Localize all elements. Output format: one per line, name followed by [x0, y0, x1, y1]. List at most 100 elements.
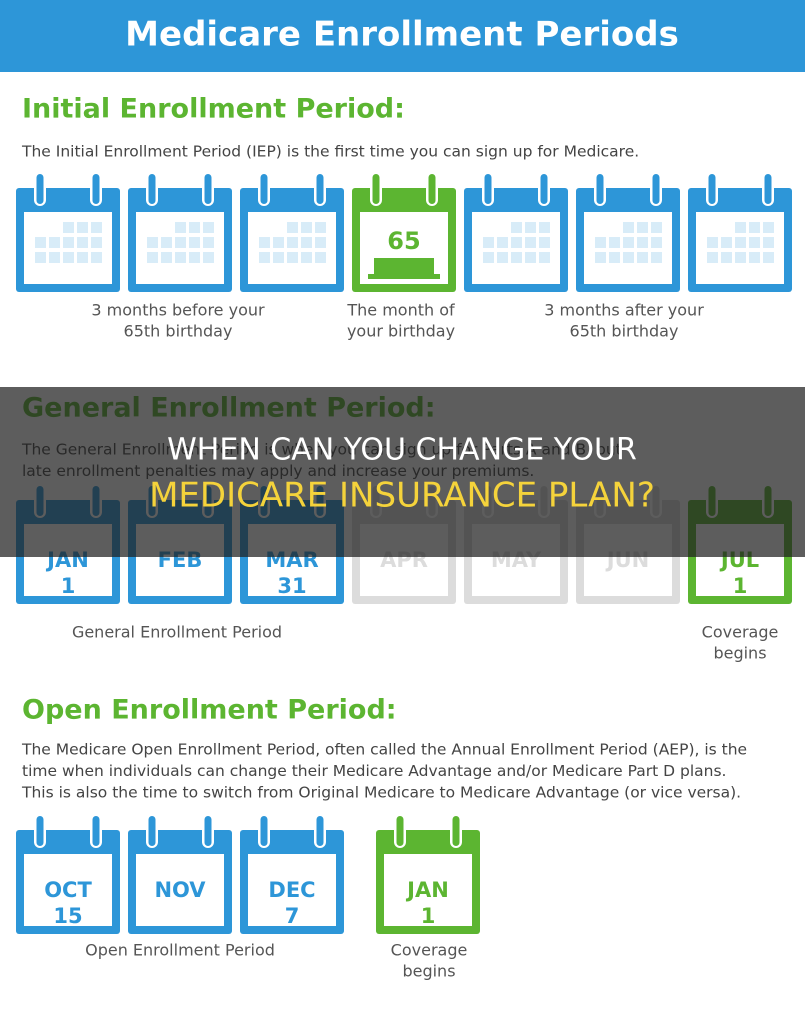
calendar-cell	[147, 237, 158, 248]
calendar-cell	[609, 237, 620, 248]
calendar-cell	[287, 237, 298, 248]
calendar-cell	[539, 252, 550, 263]
calendar-month: OCT	[44, 878, 92, 902]
content: Initial Enrollment Period: The Initial En…	[16, 94, 792, 981]
calendar-cell	[147, 252, 158, 263]
calendar-cell	[651, 222, 662, 233]
calendar-cell	[595, 237, 606, 248]
calendar-cell	[623, 222, 634, 233]
calendar-cell	[161, 252, 172, 263]
calendar-cell	[203, 252, 214, 263]
calendar-caption: begins	[402, 962, 455, 981]
calendar-caption: Open Enrollment Period	[85, 941, 275, 960]
calendar-cell	[63, 252, 74, 263]
calendar-page	[248, 854, 336, 926]
calendar-ring	[428, 174, 436, 204]
calendar-month: NOV	[154, 878, 206, 902]
calendar-day: 15	[53, 904, 82, 928]
calendar-cell	[35, 237, 46, 248]
calendar-caption: Coverage	[391, 941, 468, 960]
calendar-cell	[525, 222, 536, 233]
calendar-cell	[763, 222, 774, 233]
cake	[368, 274, 440, 279]
calendar-ring	[36, 174, 44, 204]
calendar-caption: 65th birthday	[124, 322, 233, 341]
calendar-ring	[708, 174, 716, 204]
calendar-cell	[651, 237, 662, 248]
banner-line: MEDICARE INSURANCE PLAN?	[149, 476, 655, 516]
calendar-ring	[316, 174, 324, 204]
calendar-day: 31	[277, 574, 306, 598]
calendar-caption: General Enrollment Period	[72, 623, 282, 642]
calendar-cell	[91, 222, 102, 233]
calendar-cell	[189, 237, 200, 248]
calendar-cell	[497, 237, 508, 248]
calendar-cell	[91, 237, 102, 248]
cake	[374, 258, 434, 274]
calendar-cell	[287, 252, 298, 263]
calendar-cell	[315, 222, 326, 233]
section: Open Enrollment Period: The Medicare Open…	[16, 695, 747, 981]
calendar-ring	[36, 816, 44, 846]
calendar-ring	[204, 816, 212, 846]
calendar-ring	[316, 816, 324, 846]
calendar-cell	[483, 252, 494, 263]
calendar-cell	[189, 222, 200, 233]
calendar-caption: The month of	[346, 301, 455, 320]
calendar-page	[136, 854, 224, 926]
calendar-cell	[511, 237, 522, 248]
calendar-cell	[511, 252, 522, 263]
calendar-label: 65	[387, 227, 420, 255]
calendar-caption: 3 months after your	[544, 301, 704, 320]
calendar-day: 1	[421, 904, 436, 928]
calendar-cell	[609, 252, 620, 263]
calendar-ring	[540, 174, 548, 204]
calendar-cell	[707, 237, 718, 248]
calendar-cell	[63, 237, 74, 248]
section-description: This is also the time to switch from Ori…	[21, 784, 741, 802]
section-description: time when individuals can change their M…	[22, 762, 726, 780]
section: Initial Enrollment Period: The Initial En…	[16, 94, 792, 341]
calendar	[128, 172, 232, 292]
calendar-cell	[651, 252, 662, 263]
section-description: The Medicare Open Enrollment Period, oft…	[21, 741, 747, 759]
calendar-cell	[161, 237, 172, 248]
calendar-ring	[260, 816, 268, 846]
calendar-month: JAN	[405, 878, 449, 902]
calendar-page	[24, 854, 112, 926]
calendar-ring	[92, 174, 100, 204]
calendar-cell	[623, 237, 634, 248]
calendar-ring	[764, 174, 772, 204]
calendar-cell	[77, 222, 88, 233]
calendar-ring	[92, 816, 100, 846]
calendar-ring	[372, 174, 380, 204]
calendar-cell	[525, 237, 536, 248]
calendar-cell	[315, 237, 326, 248]
calendar-ring	[596, 174, 604, 204]
calendar	[240, 172, 344, 292]
calendar-ring	[204, 174, 212, 204]
calendar-cell	[77, 237, 88, 248]
calendar-cell	[175, 222, 186, 233]
calendar-cell	[721, 252, 732, 263]
calendar	[576, 172, 680, 292]
calendar-cell	[749, 252, 760, 263]
calendar-caption: 65th birthday	[570, 322, 679, 341]
calendar-cell	[259, 252, 270, 263]
calendar-cell	[637, 252, 648, 263]
calendar-cell	[637, 237, 648, 248]
calendar-cell	[49, 252, 60, 263]
calendar-cell	[77, 252, 88, 263]
calendar-cell	[301, 222, 312, 233]
calendar-cell	[259, 237, 270, 248]
calendar-cell	[525, 252, 536, 263]
calendar-cell	[273, 237, 284, 248]
calendar-cell	[735, 222, 746, 233]
calendar-cell	[203, 222, 214, 233]
calendar-cell	[287, 222, 298, 233]
calendar-cell	[721, 237, 732, 248]
